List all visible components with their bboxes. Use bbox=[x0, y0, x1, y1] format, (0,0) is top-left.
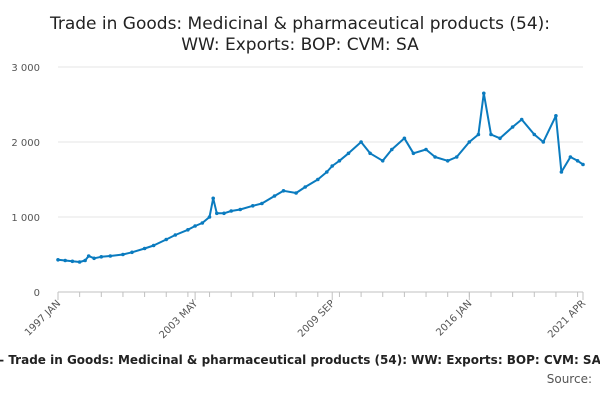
data-point bbox=[467, 140, 472, 144]
data-point bbox=[108, 254, 113, 258]
chart-title-line-1: Trade in Goods: Medicinal & pharmaceutic… bbox=[49, 14, 550, 34]
y-tick-label: 3 000 bbox=[11, 63, 40, 74]
series-line bbox=[57, 92, 584, 263]
data-point bbox=[70, 259, 75, 264]
data-point bbox=[445, 159, 450, 163]
x-tick-label: 1997 JAN bbox=[23, 298, 63, 338]
data-point bbox=[476, 132, 481, 137]
x-axis: 1997 JAN 2003 MAY 2009 SEP 2016 JAN 2021 APR bbox=[23, 291, 588, 341]
data-point bbox=[63, 258, 67, 263]
y-tick-label: 2 000 bbox=[11, 138, 40, 149]
data-point bbox=[56, 258, 60, 262]
gridlines bbox=[58, 66, 583, 218]
data-point bbox=[121, 252, 125, 257]
legend: - Trade in Goods: Medicinal & pharmaceut… bbox=[0, 353, 600, 386]
data-point bbox=[77, 260, 82, 264]
legend-series-name: - Trade in Goods: Medicinal & pharmaceut… bbox=[0, 353, 600, 367]
y-tick-label: 1 000 bbox=[11, 213, 40, 224]
data-point bbox=[83, 258, 87, 263]
data-point bbox=[433, 155, 437, 159]
data-point bbox=[272, 194, 277, 198]
data-point bbox=[368, 151, 372, 156]
data-point bbox=[151, 243, 156, 248]
data-point bbox=[568, 155, 573, 159]
data-point bbox=[215, 211, 219, 216]
data-point bbox=[390, 147, 394, 152]
data-point bbox=[130, 250, 134, 255]
series-layer bbox=[56, 91, 585, 264]
data-point bbox=[303, 185, 308, 189]
data-point bbox=[186, 228, 190, 232]
data-point bbox=[581, 162, 585, 167]
chart-title-line-2: WW: Exports: BOP: CVM: SA bbox=[181, 35, 419, 55]
data-point bbox=[411, 151, 416, 156]
data-point bbox=[200, 221, 205, 225]
data-point bbox=[541, 140, 546, 144]
data-point bbox=[454, 155, 459, 159]
data-point bbox=[193, 224, 197, 228]
data-point bbox=[99, 254, 104, 259]
data-point bbox=[519, 117, 524, 122]
chart-title: Trade in Goods: Medicinal & pharmaceutic… bbox=[49, 14, 550, 55]
data-point bbox=[489, 132, 493, 137]
data-point bbox=[325, 170, 329, 174]
data-point bbox=[330, 164, 335, 168]
data-point bbox=[222, 211, 226, 216]
data-point bbox=[380, 159, 385, 163]
y-axis: 0 1 000 2 000 3 000 bbox=[11, 63, 40, 299]
x-tick-label: 2021 APR bbox=[546, 298, 588, 340]
data-point bbox=[229, 209, 233, 213]
data-point bbox=[575, 159, 580, 163]
data-point bbox=[173, 233, 178, 237]
data-point bbox=[559, 170, 564, 174]
data-point bbox=[359, 140, 363, 144]
x-tick-label: 2009 SEP bbox=[296, 298, 337, 339]
data-point bbox=[251, 204, 255, 208]
x-tick-label: 2003 MAY bbox=[157, 298, 200, 341]
data-point bbox=[92, 256, 96, 261]
data-point bbox=[532, 132, 537, 137]
data-point bbox=[142, 246, 147, 251]
data-point bbox=[346, 151, 351, 156]
x-tick-label: 2016 JAN bbox=[434, 298, 474, 338]
data-point bbox=[207, 215, 212, 219]
data-point bbox=[402, 136, 407, 141]
data-point bbox=[164, 237, 168, 242]
data-point bbox=[316, 177, 320, 182]
data-point bbox=[510, 125, 515, 129]
data-point bbox=[211, 196, 215, 201]
source-label: Source: bbox=[547, 372, 592, 386]
data-point bbox=[424, 147, 428, 152]
data-point bbox=[260, 201, 264, 206]
data-point bbox=[86, 254, 91, 258]
data-point bbox=[498, 136, 502, 141]
data-point bbox=[554, 114, 558, 118]
data-point bbox=[281, 189, 286, 193]
y-tick-label: 0 bbox=[34, 288, 40, 299]
data-point bbox=[238, 207, 242, 212]
data-point bbox=[294, 191, 298, 195]
data-point bbox=[482, 91, 486, 96]
data-point bbox=[337, 159, 342, 163]
